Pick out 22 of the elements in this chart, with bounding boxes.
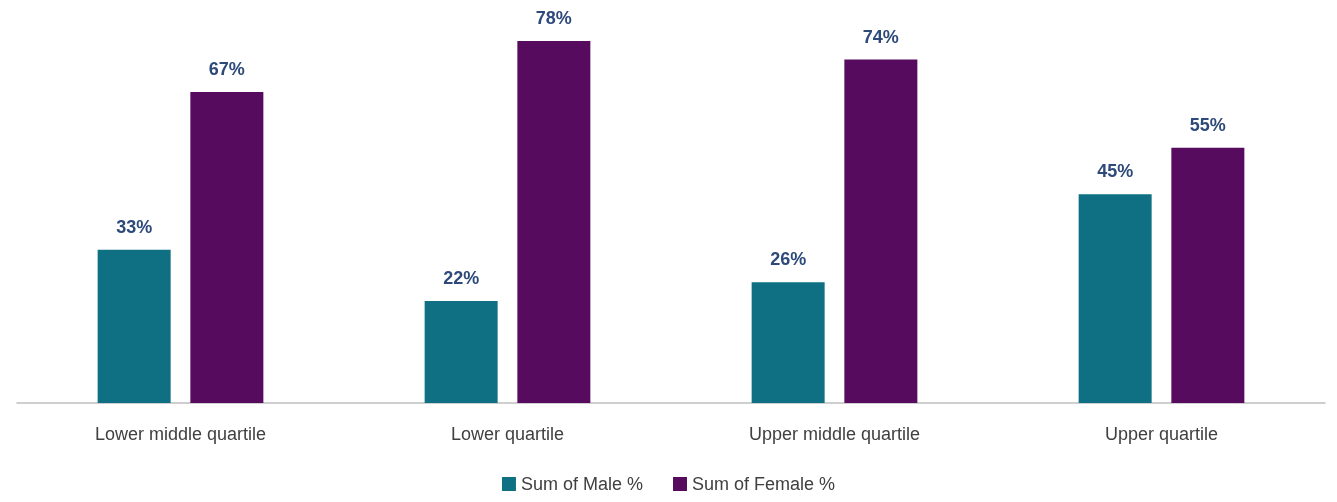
x-tick-label: Upper middle quartile	[748, 424, 921, 444]
x-tick-label: Upper quartile	[1104, 424, 1219, 444]
bar	[1078, 194, 1152, 403]
bar	[844, 59, 918, 403]
data-label: 55%	[1189, 114, 1226, 135]
data-label: 45%	[1097, 161, 1134, 182]
x-tick-label: Lower middle quartile	[94, 424, 267, 444]
legend-label: Sum of Male %	[520, 474, 643, 494]
bar	[517, 41, 591, 403]
bar	[190, 92, 264, 403]
legend-label: Sum of Female %	[692, 474, 836, 494]
data-label: 74%	[862, 26, 899, 47]
data-label: 22%	[443, 267, 480, 288]
x-tick-label: Lower quartile	[450, 424, 565, 444]
bar	[1171, 147, 1245, 403]
bar	[751, 282, 825, 403]
bar	[97, 249, 171, 403]
data-label: 26%	[770, 249, 807, 270]
data-label: 33%	[116, 216, 153, 237]
bar	[424, 300, 498, 403]
data-label: 67%	[208, 59, 245, 80]
data-label: 78%	[535, 8, 572, 28]
